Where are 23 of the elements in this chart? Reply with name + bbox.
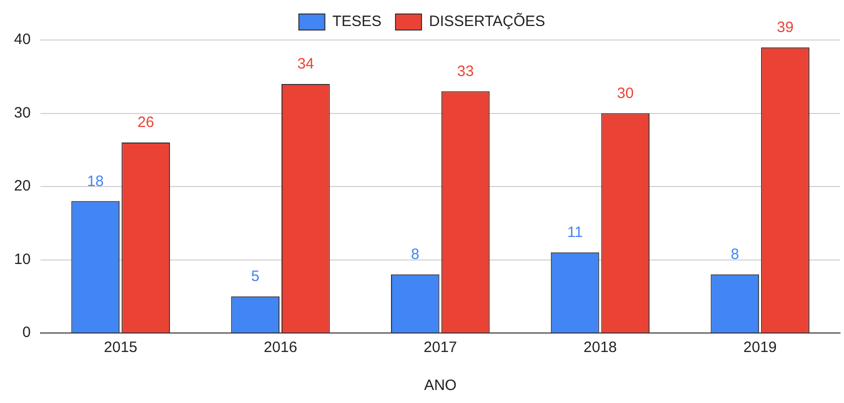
data-label: 8 [410, 246, 420, 264]
y-tick-label: 30 [14, 104, 31, 122]
y-tick-label: 0 [22, 324, 31, 342]
data-label: 11 [567, 224, 583, 242]
data-label: 5 [251, 268, 260, 286]
data-label: 26 [137, 114, 154, 132]
x-tick-label: 2016 [264, 339, 298, 356]
y-tick-label: 20 [14, 178, 31, 195]
legend-label: TESES [332, 13, 382, 30]
y-tick-label: 10 [14, 250, 31, 268]
x-axis-title: ANO [424, 377, 457, 394]
data-label: 18 [87, 172, 104, 190]
data-label: 30 [617, 84, 634, 102]
data-label: 39 [776, 18, 794, 36]
x-tick-label: 2017 [424, 339, 458, 356]
data-label: 33 [457, 62, 474, 80]
x-tick-label: 2018 [584, 339, 617, 356]
x-tick-label: 2019 [743, 339, 777, 356]
data-label: 34 [297, 56, 314, 73]
y-tick-label: 40 [14, 31, 31, 48]
data-label: 8 [730, 246, 740, 264]
x-tick-label: 2015 [104, 339, 138, 356]
legend-label: DISSERTAÇÕES [429, 12, 546, 30]
